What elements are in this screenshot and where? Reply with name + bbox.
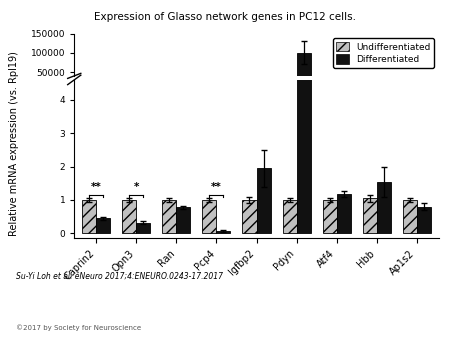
Bar (256, 168, 270, 233)
Bar (122, 200, 136, 233)
Bar (82, 200, 96, 233)
Bar (202, 200, 216, 233)
Legend: Undifferentiated, Differentiated: Undifferentiated, Differentiated (333, 38, 434, 68)
Text: Su-Yi Loh et al. eNeuro 2017;4:ENEURO.0243-17.2017: Su-Yi Loh et al. eNeuro 2017;4:ENEURO.02… (16, 272, 223, 281)
Text: Relative mRNA expression (vs. Rpl19): Relative mRNA expression (vs. Rpl19) (9, 51, 19, 236)
Bar (176, 207, 190, 233)
Bar (162, 200, 176, 233)
Text: **: ** (91, 182, 102, 192)
Bar (403, 200, 417, 233)
Bar (297, 53, 310, 91)
Bar (297, 0, 310, 233)
Bar (216, 231, 230, 233)
Text: **: ** (211, 182, 222, 192)
Bar (283, 200, 297, 233)
Bar (363, 198, 377, 233)
Bar (243, 200, 256, 233)
Bar (96, 218, 110, 233)
Bar (417, 207, 431, 233)
Text: *: * (134, 182, 139, 192)
Bar (337, 194, 351, 233)
Bar (136, 223, 150, 233)
Text: Expression of Glasso network genes in PC12 cells.: Expression of Glasso network genes in PC… (94, 12, 356, 22)
Bar (377, 182, 391, 233)
Bar (323, 200, 337, 233)
Text: ©2017 by Society for Neuroscience: ©2017 by Society for Neuroscience (16, 324, 141, 331)
